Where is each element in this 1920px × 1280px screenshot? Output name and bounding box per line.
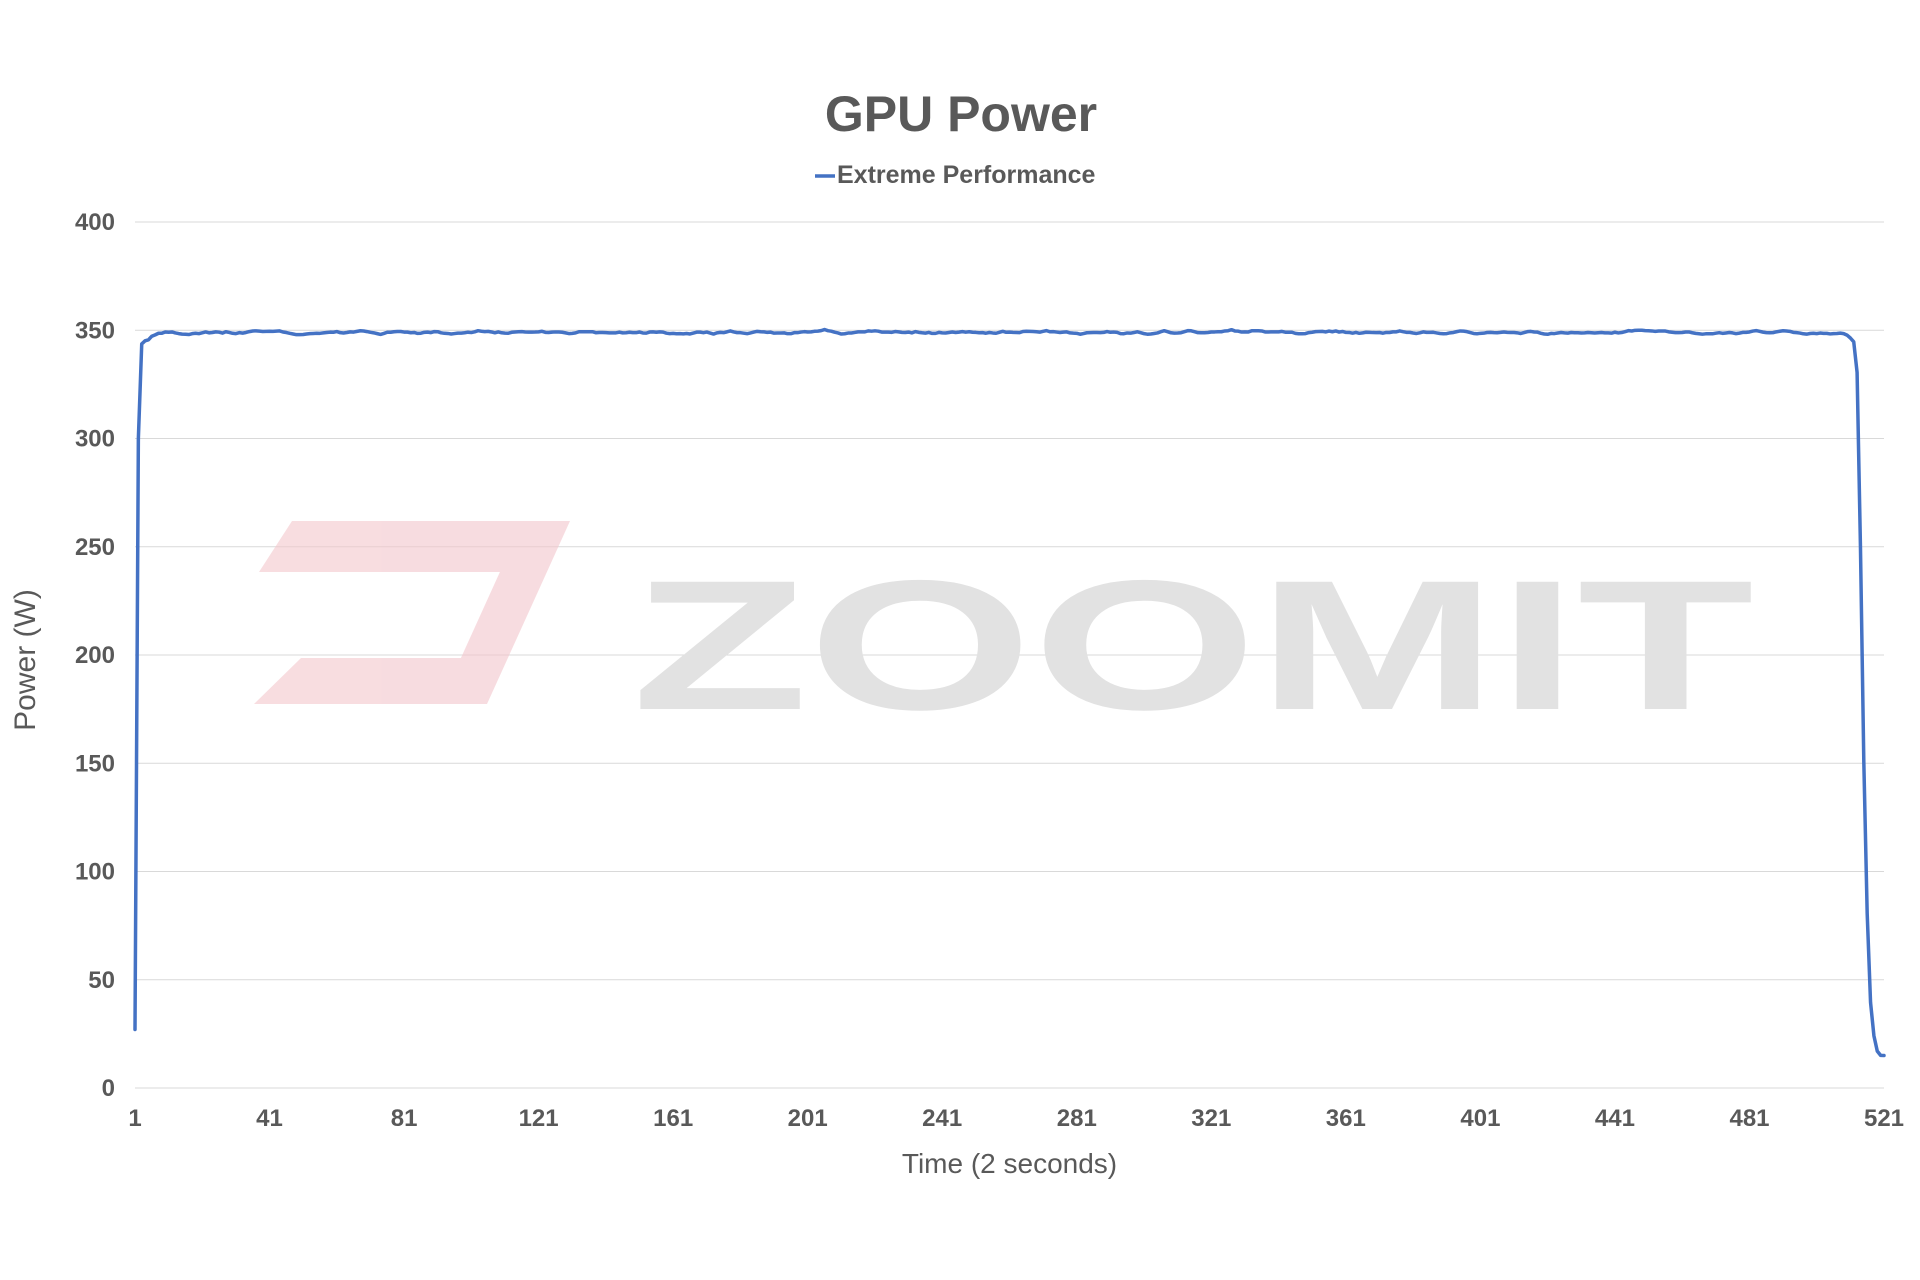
svg-text:100: 100 bbox=[75, 859, 115, 886]
svg-text:201: 201 bbox=[788, 1105, 828, 1132]
svg-text:1: 1 bbox=[128, 1105, 141, 1132]
svg-text:521: 521 bbox=[1864, 1105, 1904, 1132]
svg-text:81: 81 bbox=[391, 1105, 418, 1132]
svg-text:281: 281 bbox=[1057, 1105, 1097, 1132]
svg-text:GPU Power: GPU Power bbox=[825, 86, 1097, 142]
svg-text:250: 250 bbox=[75, 534, 115, 561]
svg-text:ZOOMIT: ZOOMIT bbox=[632, 543, 1754, 749]
svg-text:41: 41 bbox=[256, 1105, 283, 1132]
svg-text:Time (2 seconds): Time (2 seconds) bbox=[902, 1148, 1117, 1179]
svg-text:321: 321 bbox=[1191, 1105, 1231, 1132]
svg-text:361: 361 bbox=[1326, 1105, 1366, 1132]
svg-text:241: 241 bbox=[922, 1105, 962, 1132]
svg-text:150: 150 bbox=[75, 750, 115, 777]
svg-text:161: 161 bbox=[653, 1105, 693, 1132]
svg-text:121: 121 bbox=[519, 1105, 559, 1132]
svg-text:Power (W): Power (W) bbox=[9, 589, 42, 731]
svg-text:300: 300 bbox=[75, 426, 115, 453]
svg-text:Extreme Performance: Extreme Performance bbox=[837, 161, 1096, 189]
svg-text:200: 200 bbox=[75, 642, 115, 669]
svg-text:350: 350 bbox=[75, 317, 115, 344]
svg-text:481: 481 bbox=[1729, 1105, 1769, 1132]
svg-text:401: 401 bbox=[1460, 1105, 1500, 1132]
svg-text:441: 441 bbox=[1595, 1105, 1635, 1132]
svg-text:50: 50 bbox=[88, 967, 115, 994]
svg-text:400: 400 bbox=[75, 209, 115, 236]
svg-text:0: 0 bbox=[102, 1075, 115, 1102]
